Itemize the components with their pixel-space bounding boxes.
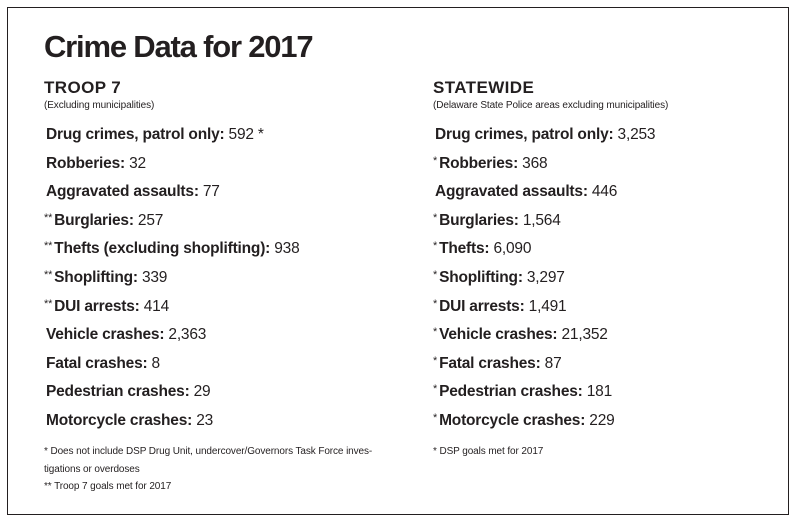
stat-value: 339 — [137, 268, 168, 286]
statewide-footnotes: * DSP goals met for 2017 — [433, 443, 773, 461]
troop7-stat-robberies: Robberies: 32 — [44, 151, 404, 180]
stat-footnote-mark: * — [433, 154, 438, 167]
statewide-stat-drug-crimes: Drug crimes, patrol only: 3,253 — [433, 122, 778, 151]
stat-footnote-mark: * — [433, 268, 438, 281]
stat-label: Burglaries: — [54, 211, 134, 229]
stat-value: 23 — [192, 411, 214, 429]
stat-value: 257 — [133, 211, 164, 229]
stat-label: Drug crimes, patrol only: — [46, 126, 225, 143]
stat-value: 32 — [124, 154, 146, 172]
stat-label: DUI arrests: — [54, 297, 140, 315]
page-title: Crime Data for 2017 — [44, 29, 314, 64]
statewide-stat-burglaries: * Burglaries: 1,564 — [433, 208, 778, 237]
footnote-line: * Does not include DSP Drug Unit, underc… — [44, 446, 373, 457]
stat-label: Aggravated assaults: — [435, 183, 588, 201]
troop7-footnotes: * Does not include DSP Drug Unit, underc… — [44, 443, 424, 496]
stat-label: Thefts: — [439, 240, 490, 258]
troop7-stat-fatal-crashes: Fatal crashes: 8 — [44, 351, 404, 380]
troop7-stat-vehicle-crashes: Vehicle crashes: 2,363 — [44, 322, 404, 351]
stat-label: Aggravated assaults: — [46, 183, 199, 201]
stat-label: Pedestrian crashes: — [46, 383, 190, 401]
stat-value: 368 — [518, 154, 548, 172]
statewide-stat-motorcycle-crashes: * Motorcycle crashes: 229 — [433, 408, 778, 437]
troop7-stat-thefts: ** Thefts (excluding shoplifting): 938 — [44, 236, 404, 265]
stat-value: 87 — [540, 354, 562, 372]
stat-label: Motorcycle crashes: — [46, 411, 193, 429]
stat-label: Robberies: — [439, 154, 519, 172]
troop7-stat-motorcycle-crashes: Motorcycle crashes: 23 — [44, 408, 404, 437]
stat-footnote-mark: * — [433, 240, 438, 253]
statewide-stat-shoplifting: * Shoplifting: 3,297 — [433, 265, 778, 294]
stat-value: 181 — [582, 383, 612, 401]
stat-label: Shoplifting: — [439, 268, 523, 286]
stat-value: 938 — [270, 240, 300, 258]
stat-value: 29 — [189, 383, 211, 401]
stat-footnote-mark: ** — [44, 240, 53, 253]
troop7-stat-burglaries: ** Burglaries: 257 — [44, 208, 404, 237]
stat-value: 1,564 — [518, 211, 561, 229]
statewide-stat-robberies: * Robberies: 368 — [433, 151, 778, 180]
stat-footnote-mark: * — [433, 326, 438, 339]
stat-value: 8 — [147, 354, 161, 372]
stat-label: Vehicle crashes: — [439, 326, 558, 344]
stat-footnote-mark: * — [433, 354, 438, 367]
stat-label: Shoplifting: — [54, 268, 138, 286]
stat-value: 414 — [139, 297, 170, 315]
stat-value: 446 — [587, 183, 618, 201]
stat-label: Drug crimes, patrol only: — [435, 126, 614, 143]
stat-label: Robberies: — [46, 154, 125, 172]
stat-footnote-mark: ** — [44, 211, 53, 224]
troop7-subheading: (Excluding municipalities) — [44, 100, 155, 111]
stat-footnote-mark: * — [433, 411, 438, 424]
troop7-column: TROOP 7 (Excluding municipalities) Drug … — [44, 78, 404, 437]
statewide-stat-list: Drug crimes, patrol only: 3,253 * Robberi… — [433, 122, 778, 437]
stat-label: Pedestrian crashes: — [439, 383, 583, 401]
stat-value: 2,363 — [164, 326, 207, 344]
stat-value: 592 * — [224, 126, 264, 143]
stat-label: DUI arrests: — [439, 297, 525, 315]
stat-footnote-mark: ** — [44, 268, 53, 281]
statewide-column: STATEWIDE (Delaware State Police areas e… — [433, 78, 778, 437]
troop7-stat-shoplifting: ** Shoplifting: 339 — [44, 265, 404, 294]
troop7-stat-list: Drug crimes, patrol only: 592 * Robberie… — [44, 122, 404, 437]
stat-label: Vehicle crashes: — [46, 326, 165, 344]
troop7-stat-aggravated-assaults: Aggravated assaults: 77 — [44, 179, 404, 208]
graphic-frame — [7, 7, 789, 515]
stat-label: Fatal crashes: — [439, 354, 541, 372]
statewide-stat-vehicle-crashes: * Vehicle crashes: 21,352 — [433, 322, 778, 351]
footnote-line: * DSP goals met for 2017 — [433, 446, 544, 457]
troop7-heading: TROOP 7 — [44, 78, 122, 97]
stat-footnote-mark: * — [433, 297, 438, 310]
stat-label: Motorcycle crashes: — [439, 411, 586, 429]
statewide-stat-fatal-crashes: * Fatal crashes: 87 — [433, 351, 778, 380]
footnote-line: ** Troop 7 goals met for 2017 — [44, 481, 172, 492]
stat-footnote-mark: * — [433, 383, 438, 396]
statewide-stat-pedestrian-crashes: * Pedestrian crashes: 181 — [433, 379, 778, 408]
statewide-stat-dui-arrests: * DUI arrests: 1,491 — [433, 294, 778, 323]
troop7-stat-drug-crimes: Drug crimes, patrol only: 592 * — [44, 122, 404, 151]
statewide-heading: STATEWIDE — [433, 78, 535, 97]
statewide-stat-thefts: * Thefts: 6,090 — [433, 236, 778, 265]
stat-value: 3,253 — [613, 126, 656, 143]
statewide-stat-aggravated-assaults: Aggravated assaults: 446 — [433, 179, 778, 208]
statewide-subheading: (Delaware State Police areas excluding m… — [433, 100, 669, 111]
stat-label: Fatal crashes: — [46, 354, 148, 372]
footnote-line: tigations or overdoses — [44, 463, 140, 475]
stat-value: 77 — [198, 183, 220, 201]
stat-value: 229 — [585, 411, 615, 429]
stat-value: 6,090 — [489, 240, 532, 258]
stat-label: Burglaries: — [439, 211, 519, 229]
stat-value: 1,491 — [524, 297, 567, 315]
stat-footnote-mark: ** — [44, 297, 53, 310]
stat-footnote-mark: * — [433, 211, 438, 224]
stat-value: 3,297 — [522, 268, 565, 286]
stat-value: 21,352 — [557, 326, 608, 344]
stat-label: Thefts (excluding shoplifting): — [54, 240, 271, 258]
troop7-stat-pedestrian-crashes: Pedestrian crashes: 29 — [44, 379, 404, 408]
troop7-stat-dui-arrests: ** DUI arrests: 414 — [44, 294, 404, 323]
